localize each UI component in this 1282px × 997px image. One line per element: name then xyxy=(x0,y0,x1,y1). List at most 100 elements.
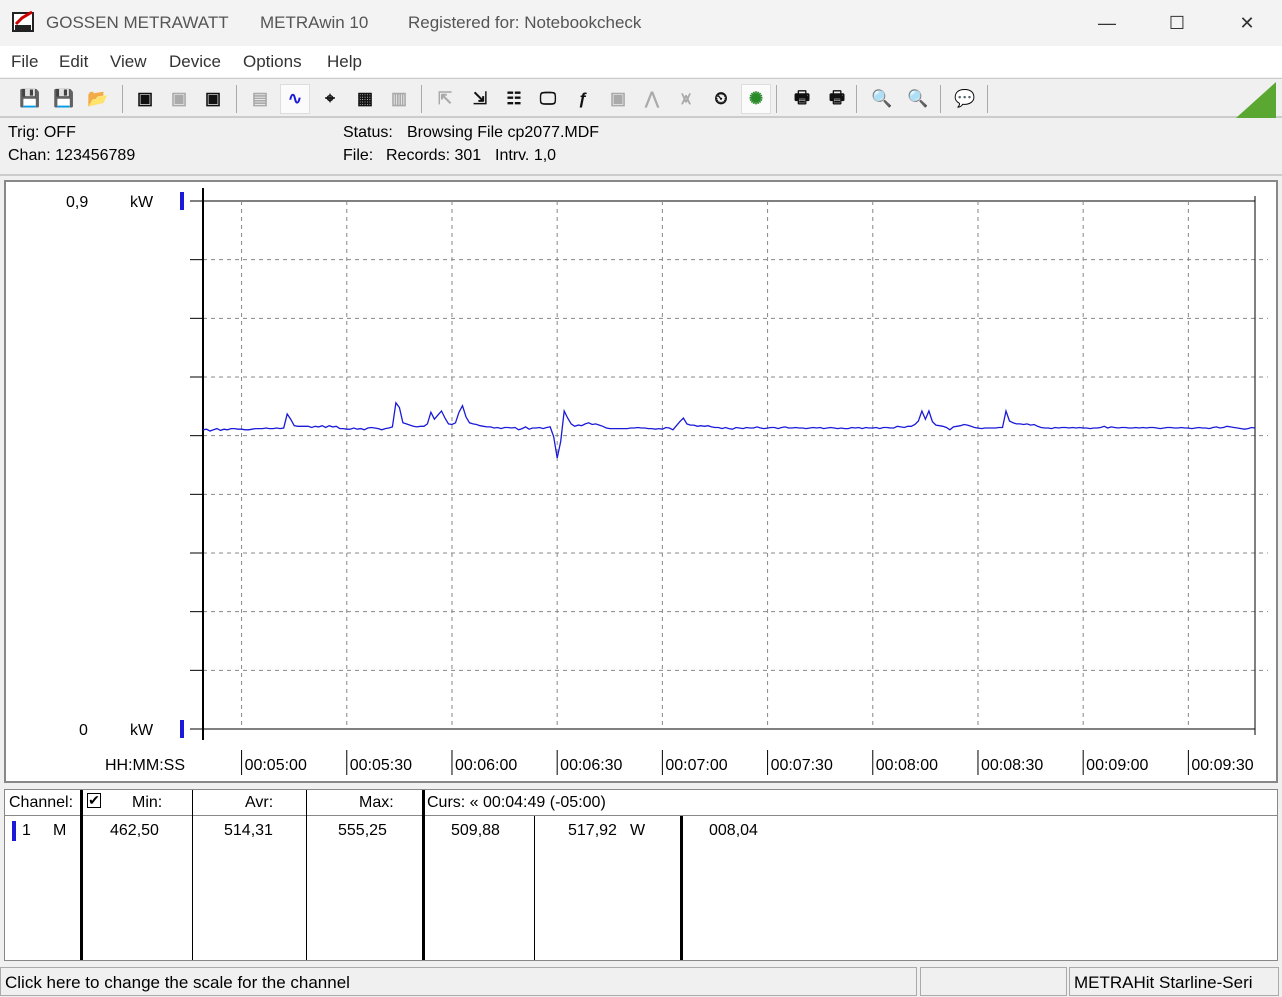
menu-edit[interactable]: Edit xyxy=(59,52,89,71)
status-middle xyxy=(920,967,1067,996)
monitor-icon: 🖵 xyxy=(539,89,557,108)
records-count: Records: 301 xyxy=(386,147,482,164)
open-folder-icon: 📂 xyxy=(87,89,109,108)
channel-list: Chan: 123456789 xyxy=(8,147,136,164)
status-device: METRAHit Starline-Seri xyxy=(1069,967,1279,996)
status-label: Status: xyxy=(343,124,393,141)
close-button[interactable]: ✕ xyxy=(1239,12,1255,33)
channel-checkbox[interactable]: ✔ xyxy=(87,792,101,808)
zoom-waveform-button[interactable]: 🔍 xyxy=(867,84,897,114)
toolbar-separator xyxy=(987,85,988,113)
display-icon: ▤ xyxy=(251,89,269,108)
minimize-button[interactable]: — xyxy=(1098,12,1116,33)
toolbar: 💾 💾 📂 ▣ ▣ ▣ ▤ ∿ ⌖ ▦ ▥ ⇱ ⇲ ☷ 🖵 ƒ ▣ ⋀ ⩙ ⏲ ✺ 🖶 🖶 🔍 🔍 💬 xyxy=(0,78,1282,118)
channel-number: 1 xyxy=(22,822,31,839)
cursor-value: 509,88 xyxy=(451,822,500,839)
monitor-button[interactable]: 🖵 xyxy=(533,84,563,114)
registration: Registered for: Notebookcheck xyxy=(408,13,642,32)
histogram-button[interactable]: ▥ xyxy=(384,84,414,114)
open-folder-button[interactable]: 📂 xyxy=(83,84,113,114)
channel-settings-icon: ☷ xyxy=(506,89,522,108)
export-icon: ⇱ xyxy=(437,89,453,108)
import-button[interactable]: ⇲ xyxy=(465,84,495,114)
menu-bar: File Edit View Device Options Help xyxy=(0,46,1282,77)
x-tick-label: 00:06:00 xyxy=(455,757,517,774)
device-stop-button[interactable]: ▣ xyxy=(164,84,194,114)
bug-icon: ✺ xyxy=(748,89,764,108)
table-button[interactable]: ▦ xyxy=(350,84,380,114)
waveform-button[interactable]: ∿ xyxy=(280,84,310,114)
meter-button[interactable]: ▣ xyxy=(603,84,633,114)
maximize-button[interactable]: ☐ xyxy=(1168,12,1186,33)
display-button[interactable]: ▤ xyxy=(245,84,275,114)
x-tick-label: 00:09:00 xyxy=(1086,757,1148,774)
print-preview-icon: 🖶 xyxy=(793,87,811,107)
trigger-button[interactable]: ⋀ xyxy=(637,84,667,114)
info-panel: Trig: OFF Chan: 123456789 Status: Browsi… xyxy=(0,120,1282,176)
zoom-peak-icon: 🔍 xyxy=(907,89,929,108)
x-tick-label: 00:08:30 xyxy=(981,757,1043,774)
save-as-icon: 💾 xyxy=(53,89,75,108)
save-button[interactable]: 💾 xyxy=(15,84,45,114)
signal-icon: ⩙ xyxy=(681,89,691,108)
comment-button[interactable]: 💬 xyxy=(950,84,980,114)
crosshair-icon: ⌖ xyxy=(325,89,335,108)
zoom-peak-button[interactable]: 🔍 xyxy=(903,84,933,114)
menu-help[interactable]: Help xyxy=(327,52,362,71)
save-as-button[interactable]: 💾 xyxy=(49,84,79,114)
x-tick-label: 00:05:00 xyxy=(245,757,307,774)
brand-triangle-icon xyxy=(1236,82,1276,118)
device-read-button[interactable]: ▣ xyxy=(130,84,160,114)
menu-device[interactable]: Device xyxy=(169,52,221,71)
status-value: Browsing File cp2077.MDF xyxy=(407,124,600,141)
power-chart[interactable]: 0,9 kW 0 kW HH:MM:SS 00:05:00 00:05:30 00:… xyxy=(0,180,1282,784)
min-header: Min: xyxy=(132,794,163,811)
menu-file[interactable]: File xyxy=(11,52,39,71)
x-tick-label: 00:05:30 xyxy=(350,757,412,774)
x-tick-label: 00:06:30 xyxy=(560,757,622,774)
menu-view[interactable]: View xyxy=(110,52,147,71)
import-icon: ⇲ xyxy=(472,89,488,108)
chart-grid xyxy=(190,188,1268,740)
brand-name: GOSSEN METRAWATT xyxy=(46,13,229,32)
channel-header: Channel: xyxy=(9,794,74,811)
channel-color-marker xyxy=(12,821,16,841)
crosshair-button[interactable]: ⌖ xyxy=(315,84,345,114)
bug-button[interactable]: ✺ xyxy=(741,84,771,114)
interval-value: Intrv. 1,0 xyxy=(495,147,557,164)
top-scale-marker[interactable] xyxy=(180,192,184,210)
memory-read-button[interactable]: ▣ xyxy=(198,84,228,114)
channel-settings-button[interactable]: ☷ xyxy=(499,84,529,114)
channel-mode: M xyxy=(53,822,67,839)
histogram-icon: ▥ xyxy=(390,89,408,108)
toolbar-separator xyxy=(421,85,422,113)
function-button[interactable]: ƒ xyxy=(568,84,598,114)
extra-value: 008,04 xyxy=(709,822,758,839)
status-hint[interactable]: Click here to change the scale for the c… xyxy=(0,967,917,996)
table-icon: ▦ xyxy=(356,89,374,108)
print-preview-button[interactable]: 🖶 xyxy=(787,84,817,114)
device-stop-icon: ▣ xyxy=(170,89,188,108)
timer-button[interactable]: ⏲ xyxy=(706,84,736,114)
menu-options[interactable]: Options xyxy=(243,52,302,71)
file-label: File: xyxy=(343,147,374,164)
toolbar-separator xyxy=(236,85,237,113)
chart-panel[interactable] xyxy=(4,180,1278,783)
channel-table: Channel: ✔ Min: Avr: Max: Curs: « 00:04:… xyxy=(4,789,1278,961)
toolbar-separator xyxy=(776,85,777,113)
min-value: 462,50 xyxy=(110,822,159,839)
x-tick-label: 00:07:00 xyxy=(665,757,727,774)
x-tick-label: 00:08:00 xyxy=(876,757,938,774)
print-button[interactable]: 🖶 xyxy=(822,84,852,114)
save-icon: 💾 xyxy=(19,89,41,108)
bottom-scale-marker[interactable] xyxy=(180,720,184,738)
value-unit: W xyxy=(630,822,646,839)
x-tick-label: 00:09:30 xyxy=(1191,757,1253,774)
device-read-icon: ▣ xyxy=(136,89,154,108)
max-value: 555,25 xyxy=(338,822,387,839)
title-bar: GOSSEN METRAWATT METRAwin 10 Registered … xyxy=(0,0,1282,46)
memory-read-icon: ▣ xyxy=(204,89,222,108)
export-button[interactable]: ⇱ xyxy=(430,84,460,114)
signal-button[interactable]: ⩙ xyxy=(671,84,701,114)
toolbar-separator xyxy=(940,85,941,113)
